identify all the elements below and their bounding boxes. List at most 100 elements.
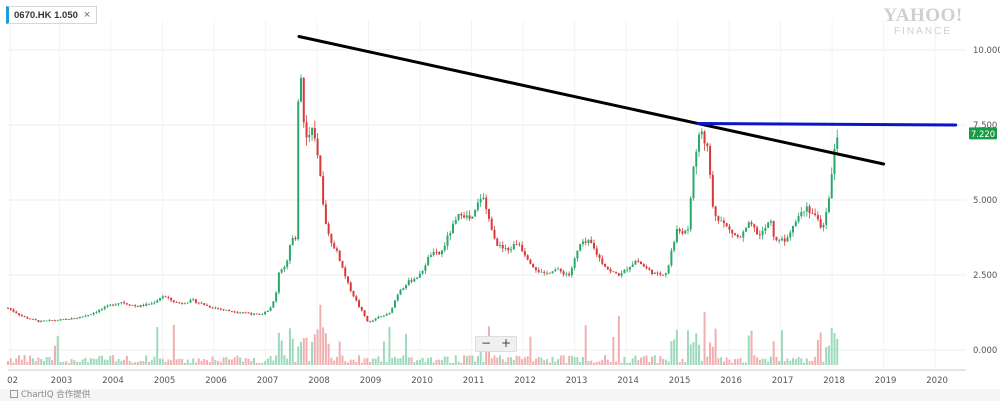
candle-body xyxy=(109,304,112,306)
candle-body xyxy=(186,302,189,304)
candle-body xyxy=(753,224,756,228)
x-tick-label: 2018 xyxy=(823,376,845,386)
symbol-tag[interactable]: 0670.HK 1.050 × xyxy=(6,6,98,24)
volume-bar xyxy=(396,358,399,365)
candle-body xyxy=(316,138,319,156)
candle-body xyxy=(695,151,698,167)
y-tick-label: 5.000 xyxy=(973,196,997,206)
candle-body xyxy=(103,306,106,309)
candle-body xyxy=(333,243,336,249)
candle-body xyxy=(772,221,775,237)
trendlines[interactable] xyxy=(297,35,958,166)
volume-bar xyxy=(440,360,443,365)
candle-body xyxy=(247,312,250,314)
volume-bar xyxy=(241,361,244,365)
candle-body xyxy=(780,238,783,241)
volume-bar xyxy=(474,361,477,365)
volume-bar xyxy=(465,356,468,365)
candle-body xyxy=(548,272,551,274)
candle-body xyxy=(399,289,402,295)
volume-bar xyxy=(167,359,170,365)
candle-body xyxy=(255,313,258,315)
y-tick-label: 7.500 xyxy=(973,121,997,131)
candle-body xyxy=(89,314,92,316)
candle-body xyxy=(45,320,48,322)
volume-bar xyxy=(780,330,783,365)
blue-trendline[interactable] xyxy=(696,122,958,127)
volume-bar xyxy=(360,362,363,365)
volume-bar xyxy=(355,362,358,365)
candle-body xyxy=(62,319,65,320)
candle-body xyxy=(515,244,518,245)
candle-body xyxy=(208,305,211,308)
candle-body xyxy=(391,307,394,313)
volume-bar xyxy=(106,359,109,365)
volume-bar xyxy=(747,335,750,365)
volume-bar xyxy=(435,359,438,365)
volume-bar xyxy=(670,341,673,365)
black-trendline[interactable] xyxy=(297,35,886,166)
zoom-control: − + xyxy=(475,336,517,352)
candle-body xyxy=(482,197,485,199)
volume-bar xyxy=(825,346,828,365)
candle-body xyxy=(689,198,692,230)
volume-bar xyxy=(53,345,56,365)
candle-body xyxy=(147,303,150,305)
candle-body xyxy=(156,300,159,303)
candle-body xyxy=(534,267,537,271)
candle-body xyxy=(241,312,244,314)
volume-bar xyxy=(211,356,214,365)
candle-body xyxy=(463,215,466,218)
volume-bar xyxy=(692,342,695,365)
candle-body xyxy=(377,316,380,319)
zoom-in-button[interactable]: + xyxy=(500,336,512,350)
candle-body xyxy=(358,300,361,307)
volume-bar xyxy=(819,332,822,365)
volume-bar xyxy=(731,362,734,365)
volume-bar xyxy=(421,357,424,365)
candle-body xyxy=(758,234,761,236)
volume-bar xyxy=(546,359,549,365)
candle-body xyxy=(253,313,256,315)
candle-body xyxy=(499,245,502,246)
volume-bar xyxy=(485,339,488,365)
zoom-out-button[interactable]: − xyxy=(480,336,492,350)
candle-body xyxy=(59,319,62,321)
candle-body xyxy=(369,321,372,323)
candle-body xyxy=(725,223,728,227)
candle-body xyxy=(217,307,220,309)
volume-bar xyxy=(717,358,720,365)
candle-body xyxy=(23,316,26,318)
volume-bar xyxy=(758,359,761,365)
volume-bar xyxy=(786,358,789,365)
candle-body xyxy=(200,302,203,304)
candle-body xyxy=(827,198,830,213)
volume-bar xyxy=(272,360,275,365)
close-icon[interactable]: × xyxy=(83,9,91,21)
candle-body xyxy=(286,260,289,267)
volume-bar xyxy=(598,361,601,365)
volume-bar xyxy=(405,333,408,365)
candle-body xyxy=(84,315,87,317)
volume-bar xyxy=(402,355,405,365)
volume-bar xyxy=(344,361,347,365)
candle-body xyxy=(675,229,678,242)
candle-body xyxy=(686,229,689,231)
volume-bar xyxy=(399,358,402,365)
candle-body xyxy=(452,223,455,234)
candle-body xyxy=(504,248,507,249)
volume-bar xyxy=(319,304,322,365)
volume-bar xyxy=(313,334,316,365)
volume-bar xyxy=(438,359,441,365)
candle-body xyxy=(714,206,717,217)
volume-bar xyxy=(170,360,173,365)
candle-body xyxy=(352,290,355,297)
volume-bar xyxy=(490,358,493,365)
price-badge-label: 7.220 xyxy=(971,130,995,140)
candle-body xyxy=(628,266,631,270)
volume-bar xyxy=(18,355,21,365)
candle-body xyxy=(526,255,529,260)
volume-bar xyxy=(568,355,571,365)
